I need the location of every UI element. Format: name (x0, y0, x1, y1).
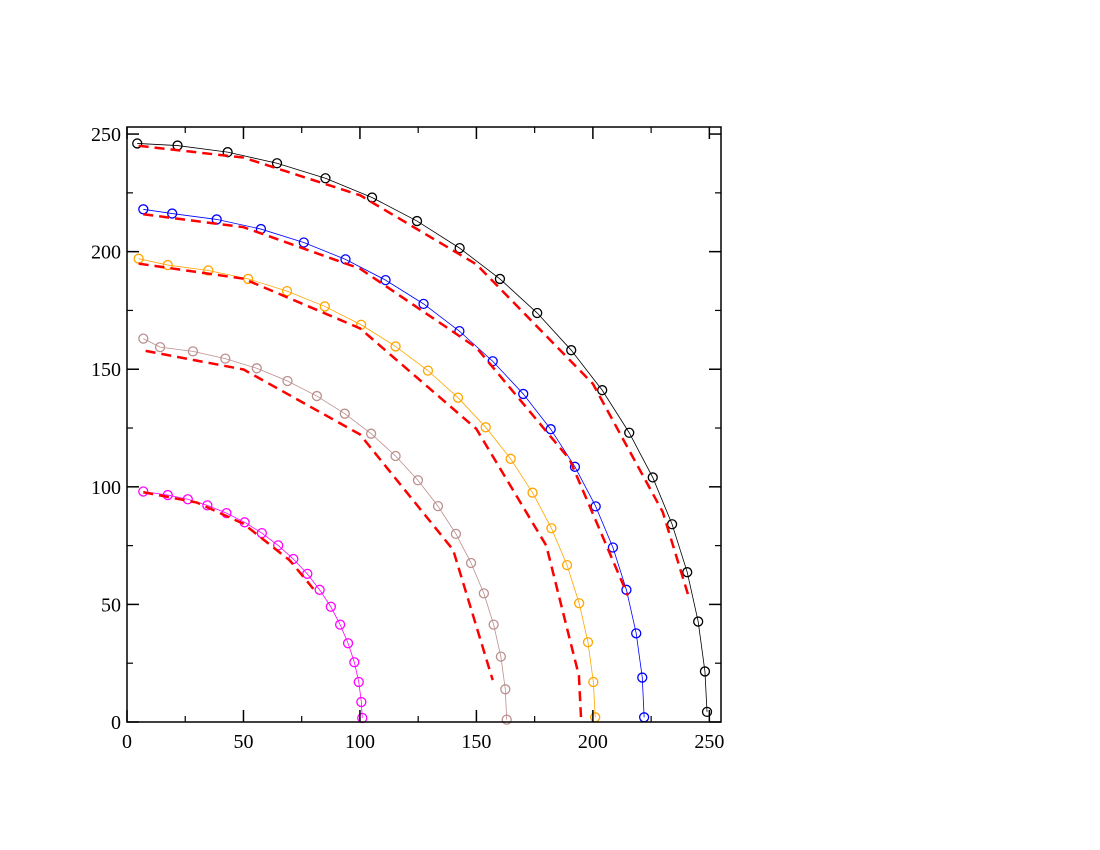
data-point (132, 138, 143, 149)
data-point (478, 588, 490, 599)
data-point (505, 453, 516, 464)
x-tick-label: 250 (694, 731, 724, 753)
data-point (500, 684, 511, 695)
data-point (701, 706, 713, 718)
data-point (422, 365, 434, 376)
fit-line (145, 349, 494, 681)
y-tick-label: 0 (111, 712, 121, 734)
data-point (546, 523, 557, 534)
data-point (167, 208, 178, 219)
data-point (647, 472, 658, 483)
data-point (631, 628, 642, 639)
data-point (518, 388, 529, 400)
data-point (390, 341, 401, 352)
fit-line (138, 144, 690, 597)
data-point (349, 657, 360, 668)
data-point (339, 408, 350, 419)
data-point (699, 666, 711, 677)
data-point (573, 598, 585, 609)
data-point (411, 215, 423, 227)
data-point (569, 461, 581, 472)
data-point (488, 619, 499, 630)
series-line (143, 338, 508, 720)
data-point (545, 424, 556, 435)
data-point (133, 253, 144, 264)
y-tick-label: 150 (91, 359, 121, 381)
data-point (203, 265, 214, 276)
x-tick-label: 100 (345, 731, 375, 753)
data-point (202, 500, 213, 511)
series-line (143, 491, 363, 719)
data-point (271, 158, 283, 169)
data-point (314, 584, 325, 595)
data-point (311, 390, 322, 402)
data-point (251, 363, 262, 374)
data-point (334, 619, 346, 630)
data-point (450, 528, 462, 540)
data-point (355, 319, 367, 330)
series-line (137, 143, 708, 712)
fit-line (143, 491, 315, 590)
x-tick-label: 0 (122, 731, 132, 753)
y-tick-label: 200 (91, 242, 121, 264)
data-point (418, 298, 429, 310)
data-point (494, 273, 506, 285)
data-point (454, 242, 465, 254)
data-point (154, 341, 166, 353)
data-point (138, 333, 149, 344)
data-point (501, 714, 512, 725)
data-point (138, 486, 149, 497)
x-tick-label: 50 (233, 731, 253, 753)
y-tick-label: 50 (101, 594, 121, 616)
data-point (582, 637, 594, 648)
data-point (380, 274, 391, 286)
data-point (465, 557, 477, 569)
data-point (302, 568, 313, 579)
data-point (682, 567, 693, 578)
data-point (220, 353, 231, 364)
data-point (452, 392, 464, 403)
series-line (138, 258, 596, 718)
data-point (495, 651, 507, 662)
x-tick-label: 150 (461, 731, 491, 753)
data-point (527, 487, 538, 498)
data-point (432, 500, 444, 512)
series-line (143, 208, 645, 718)
data-point (637, 672, 648, 683)
data-point (412, 475, 424, 486)
data-point (282, 375, 293, 387)
data-point (138, 204, 149, 215)
y-tick-label: 250 (91, 124, 121, 146)
data-point (342, 638, 354, 649)
data-point (242, 273, 254, 285)
data-point (390, 450, 401, 462)
data-point (566, 345, 577, 356)
data-point (281, 286, 293, 297)
fit-line (143, 213, 629, 596)
y-tick-label: 100 (91, 477, 121, 499)
plot-frame (126, 126, 722, 723)
data-point (211, 214, 222, 225)
data-point (693, 616, 704, 627)
data-point (162, 259, 173, 271)
fit-line (138, 262, 583, 723)
data-point (365, 428, 377, 439)
data-point (607, 542, 619, 553)
data-point (187, 346, 199, 357)
data-point (298, 237, 309, 248)
x-tick-label: 200 (578, 731, 608, 753)
data-point (319, 301, 330, 312)
data-point (320, 173, 331, 184)
data-point (624, 427, 635, 438)
data-point (356, 696, 367, 708)
data-point (590, 501, 601, 512)
data-point (353, 676, 364, 688)
data-point (588, 676, 599, 688)
data-point (597, 385, 608, 396)
data-point (480, 422, 491, 433)
data-point (532, 307, 543, 319)
data-point (561, 559, 573, 571)
data-point (325, 601, 336, 612)
